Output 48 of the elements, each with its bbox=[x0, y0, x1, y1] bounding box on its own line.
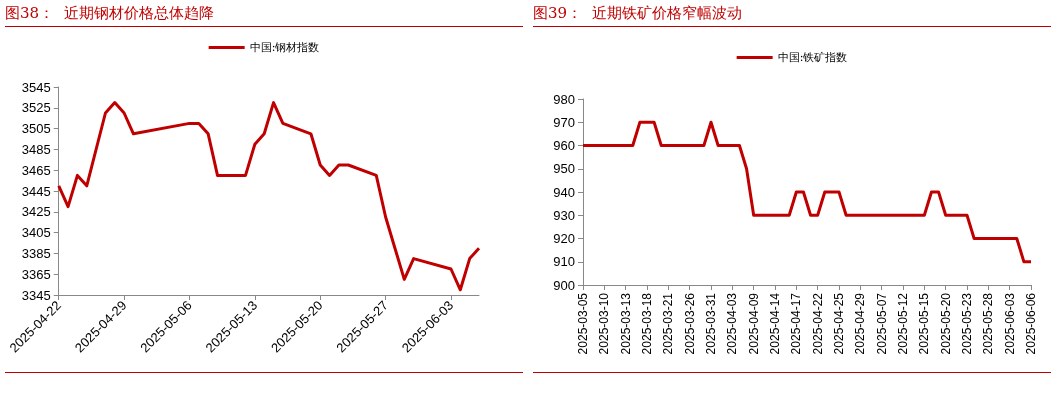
x-tick-label: 2025-03-10 bbox=[597, 292, 612, 355]
y-tick-label: 970 bbox=[553, 114, 575, 130]
line-series bbox=[581, 120, 1033, 264]
x-tick-label: 2025-04-03 bbox=[725, 292, 740, 355]
chart-title: 图38： 近期钢材价格总体趋降 bbox=[5, 0, 523, 27]
legend-label: 中国:铁矿指数 bbox=[777, 51, 848, 64]
y-tick-label: 3465 bbox=[21, 162, 51, 178]
x-tick-label: 2025-05-23 bbox=[960, 292, 974, 355]
x-tick-label: 2025-03-26 bbox=[682, 292, 697, 355]
x-tick-label: 2025-03-31 bbox=[704, 292, 718, 355]
x-tick-label: 2025-05-15 bbox=[917, 292, 932, 355]
x-tick-label: 2025-06-06 bbox=[1024, 292, 1038, 355]
x-tick-label: 2025-03-05 bbox=[576, 292, 590, 355]
y-tick-label: 3525 bbox=[21, 100, 51, 116]
x-tick-label: 2025-03-21 bbox=[661, 292, 676, 355]
x-tick-label: 2025-05-28 bbox=[981, 292, 996, 355]
y-tick-label: 950 bbox=[553, 161, 575, 177]
y-tick-label: 3545 bbox=[21, 79, 51, 95]
x-tick-label: 2025-03-18 bbox=[640, 292, 654, 355]
x-tick-label: 2025-05-07 bbox=[874, 292, 889, 355]
x-tick-label: 2025-03-13 bbox=[618, 292, 633, 355]
x-tick-label: 2025-04-09 bbox=[746, 292, 761, 355]
chart-title: 图39： 近期铁矿价格窄幅波动 bbox=[533, 0, 1051, 27]
x-tick-label: 2025-05-20 bbox=[938, 292, 953, 355]
y-tick-label: 940 bbox=[553, 184, 575, 200]
y-tick-label: 3365 bbox=[21, 266, 51, 282]
x-tick-label: 2025-05-12 bbox=[896, 292, 910, 355]
x-tick-label: 2025-04-25 bbox=[832, 292, 846, 355]
y-tick-label: 960 bbox=[553, 138, 575, 153]
x-tick-label: 2025-04-29 bbox=[853, 292, 868, 355]
y-tick-label: 900 bbox=[553, 277, 575, 293]
y-tick-label: 910 bbox=[553, 254, 575, 270]
y-tick-label: 3345 bbox=[21, 287, 51, 303]
legend-label: 中国:钢材指数 bbox=[249, 41, 320, 54]
y-tick-label: 3445 bbox=[21, 183, 51, 199]
y-tick-label: 3485 bbox=[21, 141, 51, 157]
x-tick-label: 2025-04-17 bbox=[789, 292, 804, 355]
y-tick-label: 930 bbox=[553, 207, 575, 223]
y-tick-label: 3405 bbox=[21, 225, 51, 241]
y-tick-label: 980 bbox=[553, 91, 575, 107]
x-tick-label: 2025-04-22 bbox=[810, 292, 825, 355]
y-tick-label: 3505 bbox=[21, 121, 51, 137]
y-tick-label: 3385 bbox=[21, 245, 51, 261]
x-tick-label: 2025-06-03 bbox=[1002, 292, 1017, 355]
y-tick-label: 3425 bbox=[21, 204, 51, 220]
y-tick-label: 920 bbox=[553, 231, 575, 246]
line-series bbox=[57, 101, 481, 292]
x-tick-label: 2025-04-14 bbox=[768, 292, 782, 355]
